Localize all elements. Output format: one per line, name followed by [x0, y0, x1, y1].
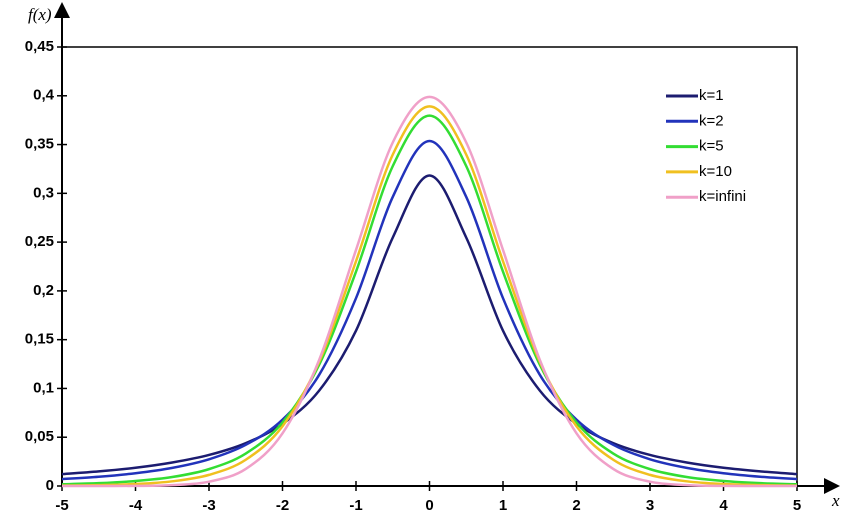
y-axis-label: f(x) [28, 5, 52, 24]
x-tick-label: -4 [129, 497, 143, 514]
series-line [61, 95, 798, 488]
legend-label: k=10 [699, 163, 732, 180]
y-tick-label: 0,25 [25, 233, 54, 250]
series-line [61, 174, 798, 476]
x-tick-label: 5 [793, 497, 801, 514]
y-tick-label: 0,1 [33, 379, 54, 396]
x-tick-label: 0 [425, 497, 433, 514]
y-tick-label: 0,2 [33, 282, 54, 299]
y-tick-label: 0,45 [25, 38, 54, 55]
series-line [61, 105, 798, 487]
x-tick-label: 2 [572, 497, 580, 514]
y-tick-label: 0,3 [33, 184, 54, 201]
y-tick-label: 0,35 [25, 136, 54, 153]
x-axis-label: x [831, 491, 840, 510]
y-tick-label: 0,4 [33, 87, 55, 104]
x-tick-label: 4 [719, 497, 728, 514]
x-tick-label: 3 [646, 497, 654, 514]
legend-label: k=5 [699, 138, 724, 155]
legend-label: k=2 [699, 112, 724, 129]
x-tick-label: 1 [499, 497, 507, 514]
plot-frame [61, 46, 798, 487]
x-tick-label: -3 [202, 497, 215, 514]
y-tick-label: 0,05 [25, 428, 54, 445]
series-line [61, 114, 798, 486]
x-tick-label: -1 [349, 497, 362, 514]
legend-label: k=infini [699, 188, 746, 205]
series-line [61, 139, 798, 481]
y-tick-label: 0,15 [25, 331, 54, 348]
x-tick-label: -2 [276, 497, 289, 514]
legend-label: k=1 [699, 87, 724, 104]
y-tick-label: 0 [46, 477, 54, 494]
x-tick-label: -5 [55, 497, 68, 514]
